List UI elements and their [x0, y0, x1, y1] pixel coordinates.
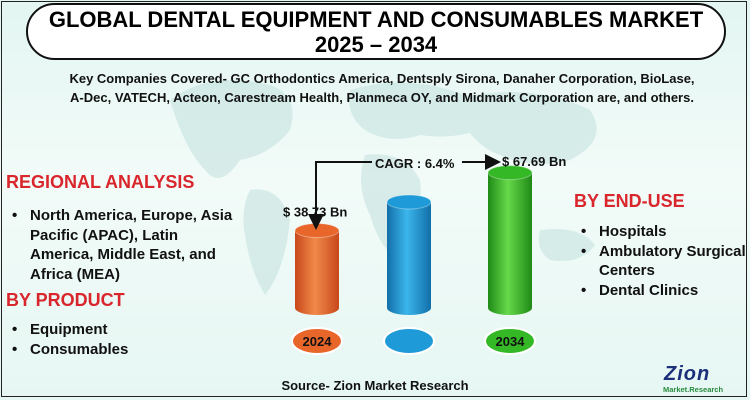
bar-cylinder [294, 223, 340, 315]
year-badge: 2024 [291, 327, 343, 355]
end-use-item: Hospitals [577, 222, 747, 242]
by-end-use-heading: BY END-USE [574, 191, 685, 211]
cagr-label: CAGR : 6.4% [375, 156, 455, 171]
title-line1: GLOBAL DENTAL EQUIPMENT AND CONSUMABLES … [48, 7, 704, 32]
key-companies-text: Key Companies Covered- GC Orthodontics A… [69, 71, 695, 105]
category-label: 2024 [303, 334, 333, 349]
end-use-item: Ambulatory Surgical Centers [577, 242, 747, 281]
category-label: 2034 [496, 334, 526, 349]
zion-logo-subtext: Market.Research [663, 385, 724, 394]
regional-analysis-heading: REGIONAL ANALYSIS [6, 172, 195, 192]
regional-item: North America, Europe, Asia Pacific (APA… [8, 206, 233, 284]
end-use-list: Hospitals Ambulatory Surgical Centers De… [577, 222, 747, 300]
year-badge: 2034 [484, 327, 536, 355]
year-badge [383, 327, 435, 355]
source-note: Source- Zion Market Research [281, 378, 469, 393]
title-line2: 2025 – 2034 [314, 32, 438, 57]
product-list: Equipment Consumables [8, 320, 208, 359]
product-item: Consumables [8, 340, 208, 360]
regional-list: North America, Europe, Asia Pacific (APA… [8, 206, 233, 284]
title-box: GLOBAL DENTAL EQUIPMENT AND CONSUMABLES … [26, 3, 726, 60]
bar-value-label: $ 67.69 Bn [502, 154, 566, 169]
zion-logo: Zion [664, 363, 711, 385]
bar-cylinder [386, 194, 432, 315]
end-use-item: Dental Clinics [577, 281, 747, 301]
cagr-arrow-left [308, 161, 372, 230]
by-product-heading: BY PRODUCT [6, 290, 125, 310]
product-item: Equipment [8, 320, 208, 340]
bar-cylinder [487, 165, 533, 315]
